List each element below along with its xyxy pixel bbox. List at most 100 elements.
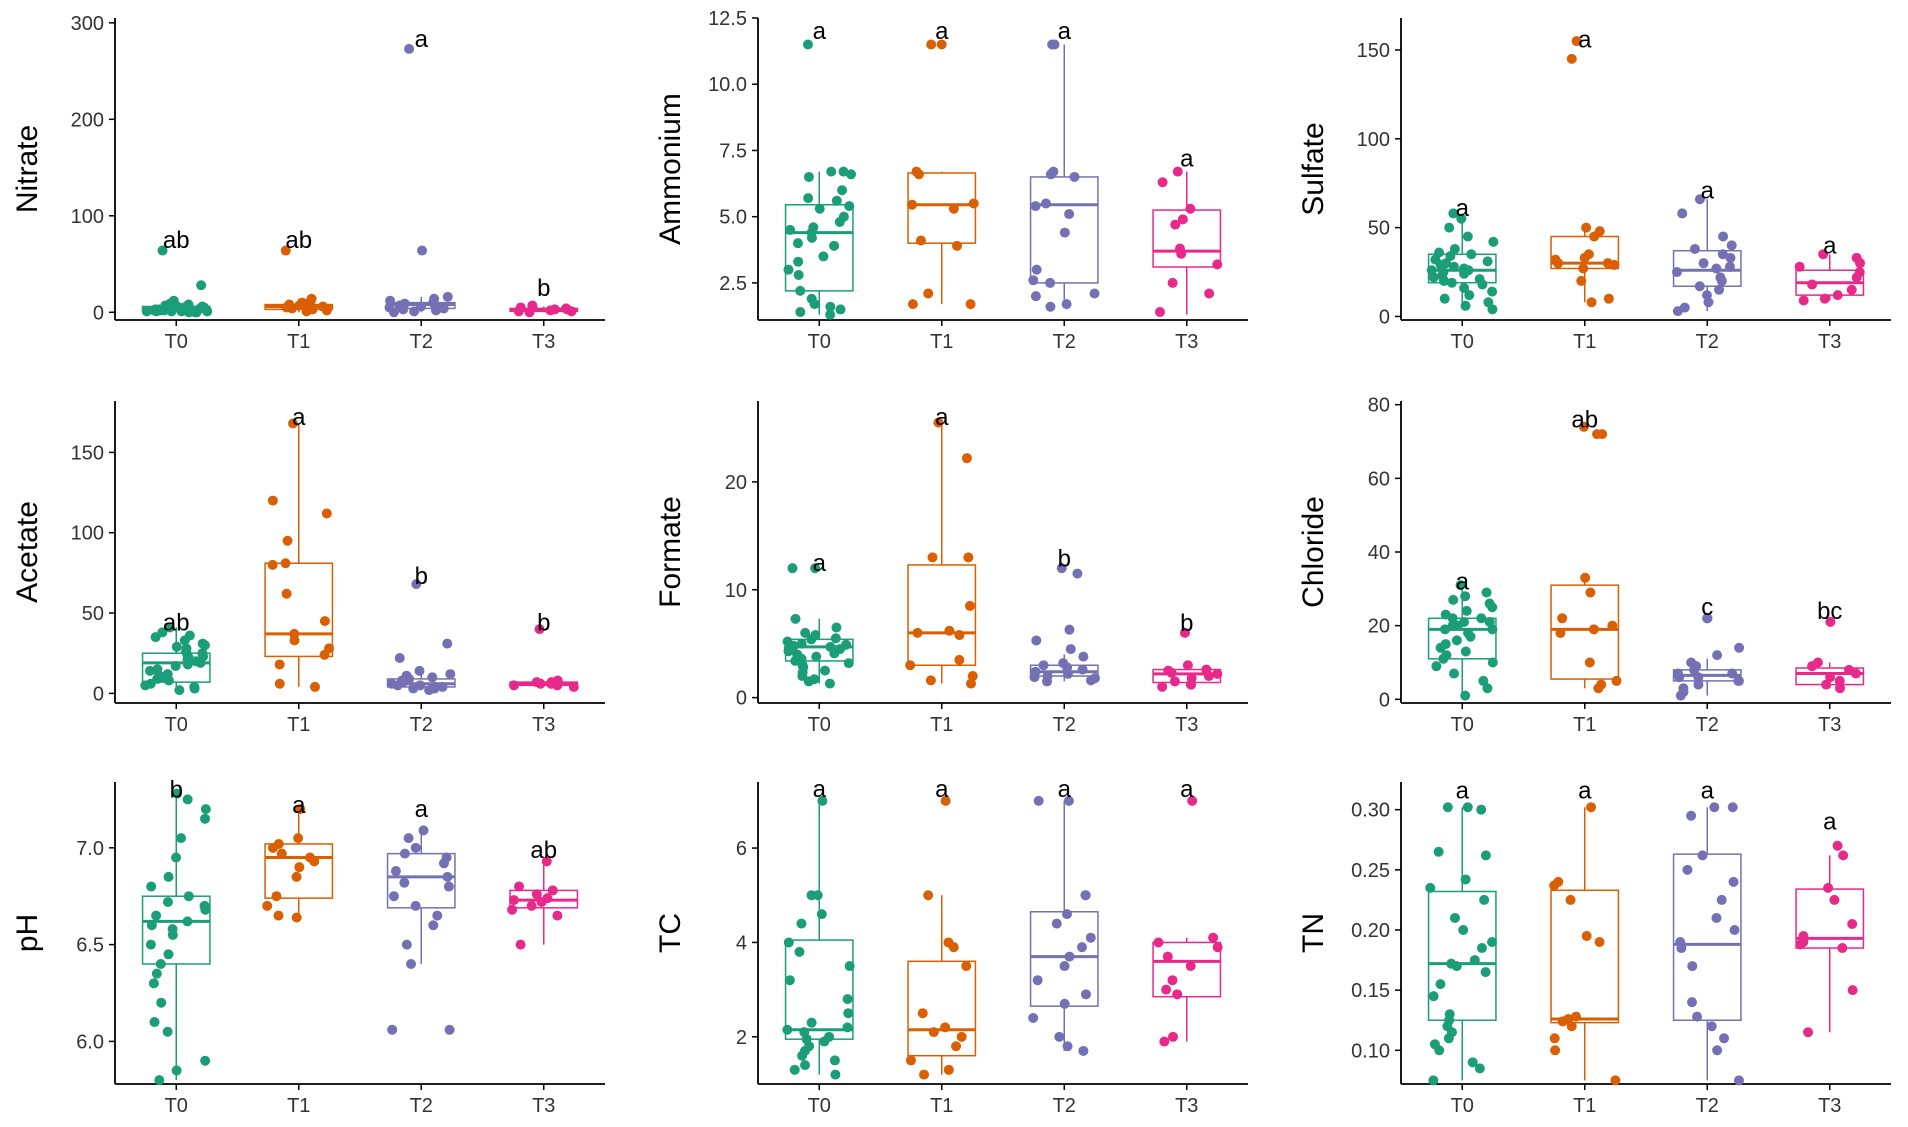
data-point [940, 1022, 951, 1033]
data-point [1487, 657, 1498, 668]
data-point [150, 632, 161, 643]
data-point [1818, 249, 1829, 260]
significance-letter: a [1701, 777, 1715, 804]
data-point [1434, 1045, 1445, 1056]
data-point [309, 856, 320, 867]
data-point [445, 669, 456, 680]
data-point [508, 680, 519, 691]
x-tick-label: T2 [1696, 714, 1719, 736]
significance-letter: a [1823, 809, 1837, 836]
data-point [961, 453, 972, 464]
data-point [800, 627, 811, 638]
data-point [1689, 664, 1700, 675]
data-point [274, 659, 285, 670]
data-point [1433, 846, 1444, 857]
data-point [438, 303, 449, 314]
data-point [1451, 635, 1462, 646]
data-point [163, 949, 174, 960]
data-point [1482, 683, 1493, 694]
y-tick-label: 150 [71, 442, 104, 464]
data-point [1553, 258, 1564, 269]
data-point [1706, 1021, 1717, 1032]
significance-letter: a [1456, 777, 1470, 804]
data-point [800, 1060, 811, 1071]
data-point [1033, 795, 1044, 806]
data-point [1448, 594, 1459, 605]
data-point [1549, 880, 1560, 891]
data-point [552, 680, 563, 691]
data-point [838, 166, 849, 177]
significance-letter: a [1180, 776, 1194, 803]
y-tick-label: 50 [82, 603, 104, 625]
data-point [1610, 1075, 1621, 1086]
box-t3: b [1152, 610, 1223, 692]
data-point [1549, 1033, 1560, 1044]
data-point [167, 929, 178, 940]
data-point [1609, 259, 1620, 270]
x-tick-label: T0 [808, 1095, 831, 1117]
data-point [1687, 997, 1698, 1008]
data-point [1480, 850, 1491, 861]
data-point [1204, 288, 1215, 299]
data-point [146, 920, 157, 931]
data-point [404, 43, 415, 54]
data-point [141, 306, 152, 317]
data-point [1795, 939, 1806, 950]
data-point [834, 216, 845, 227]
box-iqr [1029, 176, 1099, 284]
data-point [200, 1055, 211, 1066]
significance-letter: b [1058, 545, 1071, 572]
data-point [1794, 261, 1805, 272]
data-point [1584, 657, 1595, 668]
y-tick-label: 150 [1357, 40, 1390, 62]
box-t0: a [1427, 568, 1498, 701]
data-point [967, 671, 978, 682]
data-point [1728, 876, 1739, 887]
data-point [936, 39, 947, 50]
data-point [1159, 1036, 1170, 1047]
data-point [1439, 293, 1450, 304]
data-point [1443, 1033, 1454, 1044]
data-point [541, 856, 552, 867]
data-point [438, 858, 449, 869]
data-point [1063, 668, 1074, 679]
significance-letter: ab [1571, 406, 1598, 433]
data-point [566, 306, 577, 317]
box-t1: a [905, 404, 978, 689]
x-tick-label: T0 [1451, 331, 1474, 353]
panel-ph: 6.0 6.5 7.0 pH T0 T1 T2 T3 b a a ab [11, 777, 605, 1117]
data-point [151, 910, 162, 921]
y-axis-title: TC [654, 913, 687, 953]
box-iqr [907, 960, 977, 1057]
data-point [1455, 580, 1466, 591]
data-point [1487, 602, 1498, 613]
data-point [1480, 967, 1491, 978]
y-tick-label: 0 [1379, 689, 1390, 711]
data-point [1469, 955, 1480, 966]
significance-letter: b [537, 610, 550, 637]
data-point [1047, 39, 1058, 50]
data-point [1182, 660, 1193, 671]
data-point [806, 890, 817, 901]
data-point [1166, 667, 1177, 678]
x-tick-label: T1 [1573, 1095, 1596, 1117]
y-tick-label: 0 [1379, 306, 1390, 328]
box-t0: ab [140, 610, 211, 696]
data-point [817, 795, 828, 806]
box-t3: a [1794, 232, 1866, 306]
significance-letter: a [1578, 26, 1592, 53]
data-point [1032, 975, 1043, 986]
data-point [1448, 261, 1459, 272]
data-point [1456, 213, 1467, 224]
data-point [835, 304, 846, 315]
data-point [1733, 675, 1744, 686]
data-point [1807, 661, 1818, 672]
data-point [1716, 894, 1727, 905]
box-t2: c [1672, 594, 1745, 701]
data-point [1698, 258, 1709, 269]
data-point [1157, 681, 1168, 692]
data-point [794, 946, 805, 957]
data-point [1460, 646, 1471, 657]
box-iqr [264, 843, 334, 899]
box-iqr [1152, 941, 1222, 998]
